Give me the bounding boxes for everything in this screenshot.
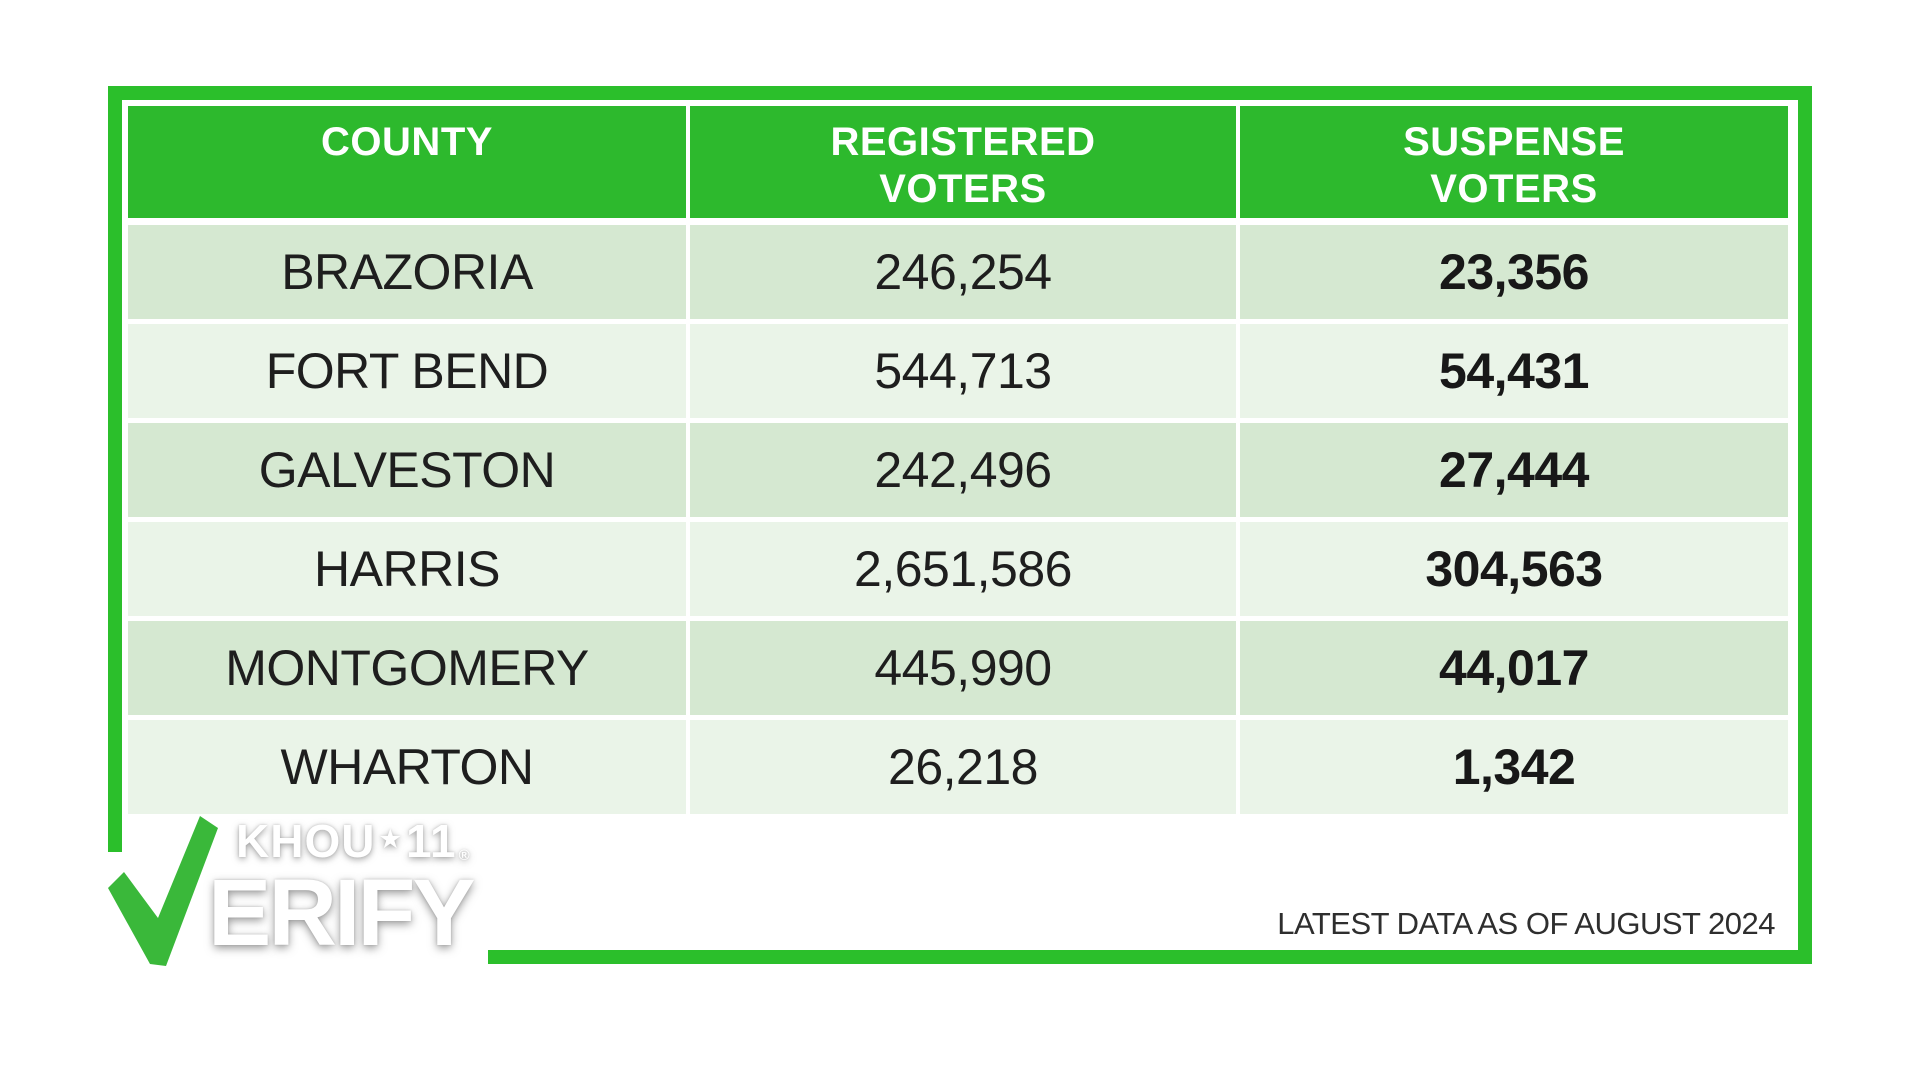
khou-station-mark: KHOU ★ 11 ® (236, 814, 471, 868)
table-row: HARRIS 2,651,586 304,563 (128, 522, 1788, 616)
suspense-cell: 304,563 (1240, 522, 1788, 616)
county-cell: MONTGOMERY (128, 621, 686, 715)
khou-station-text: KHOU (236, 815, 376, 867)
table-row: GALVESTON 242,496 27,444 (128, 423, 1788, 517)
frame-top-bar (108, 86, 1812, 100)
suspense-cell: 54,431 (1240, 324, 1788, 418)
table-row: BRAZORIA 246,254 23,356 (128, 225, 1788, 319)
source-note: LATEST DATA AS OF AUGUST 2024 (1277, 906, 1775, 941)
registered-cell: 246,254 (690, 225, 1236, 319)
registered-cell: 2,651,586 (690, 522, 1236, 616)
khou-channel-number: 11 (405, 815, 457, 867)
county-cell: HARRIS (128, 522, 686, 616)
county-cell: WHARTON (128, 720, 686, 814)
suspense-cell: 23,356 (1240, 225, 1788, 319)
header-registered: REGISTERED VOTERS (690, 106, 1236, 218)
county-cell: GALVESTON (128, 423, 686, 517)
header-suspense: SUSPENSE VOTERS (1240, 106, 1788, 218)
registered-trademark-icon: ® (458, 847, 471, 864)
table-row: WHARTON 26,218 1,342 (128, 720, 1788, 814)
registered-cell: 445,990 (690, 621, 1236, 715)
table-header-row: COUNTY REGISTERED VOTERS SUSPENSE VOTERS (128, 106, 1788, 218)
county-cell: BRAZORIA (128, 225, 686, 319)
suspense-cell: 27,444 (1240, 423, 1788, 517)
county-cell: FORT BEND (128, 324, 686, 418)
table-row: MONTGOMERY 445,990 44,017 (128, 621, 1788, 715)
suspense-cell: 1,342 (1240, 720, 1788, 814)
frame-left-bar (108, 86, 122, 852)
check-icon (108, 816, 218, 966)
star-icon: ★ (379, 825, 402, 853)
suspense-cell: 44,017 (1240, 621, 1788, 715)
registered-cell: 26,218 (690, 720, 1236, 814)
khou-verify-logo: KHOU ★ 11 ® ERIFY (100, 808, 520, 988)
registered-cell: 544,713 (690, 324, 1236, 418)
verify-wordmark: ERIFY (208, 860, 476, 966)
registered-cell: 242,496 (690, 423, 1236, 517)
header-county: COUNTY (128, 106, 686, 218)
table-row: FORT BEND 544,713 54,431 (128, 324, 1788, 418)
frame-bottom-bar (488, 950, 1812, 964)
frame-right-bar (1798, 86, 1812, 964)
voter-table: COUNTY REGISTERED VOTERS SUSPENSE VOTERS… (128, 106, 1788, 814)
